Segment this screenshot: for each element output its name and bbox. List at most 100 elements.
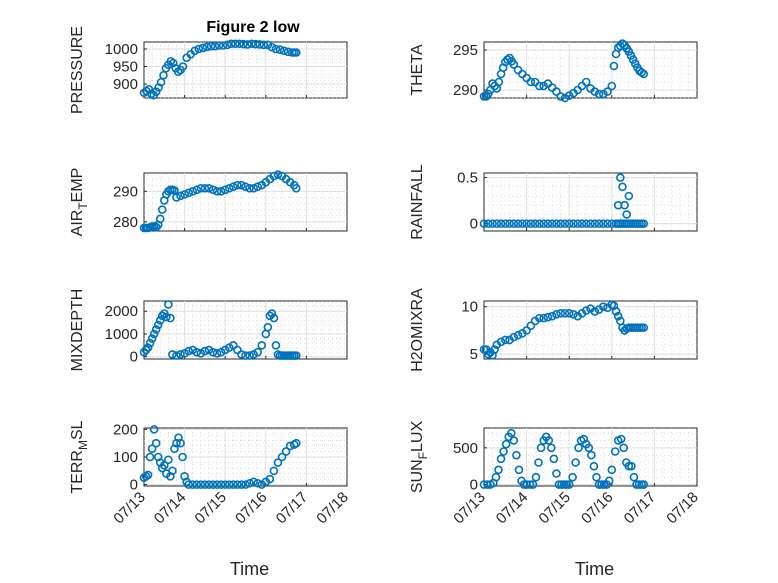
data-point [573,219,583,228]
data-point [492,219,502,228]
data-point [269,171,279,181]
x-tick-label: 07/15 [191,489,230,528]
data-point [180,190,189,199]
data-point [509,436,519,445]
data-point [239,39,248,49]
data-point [509,332,519,342]
data-point [627,461,636,471]
data-point [619,443,629,453]
data-point [259,40,269,50]
data-point [281,447,291,456]
y-tick-label: 5 [470,346,478,363]
data-point [237,350,246,359]
data-point [490,345,499,354]
data-point [598,302,608,312]
data-point [141,345,151,355]
data-point [577,219,587,228]
y-tick-label: 100 [113,449,138,466]
data-point [581,219,591,228]
data-point [560,93,570,103]
data-point [160,460,169,470]
data-point [499,447,508,456]
data-point [513,330,523,340]
data-point [233,180,242,190]
data-point [208,480,218,489]
y-axis-label: TERRMSL [69,420,90,493]
data-point [616,434,626,444]
data-point [145,452,155,462]
data-point [503,55,512,64]
data-point [192,480,202,489]
data-point [581,77,591,87]
data-point [512,450,521,460]
data-point [634,480,644,489]
data-point [237,480,246,489]
data-point [147,444,157,454]
series-points [479,428,649,489]
y-tick-label: 900 [113,76,138,93]
data-point [587,450,596,460]
data-point [513,219,523,228]
data-point [568,472,577,482]
figure-title: Figure 2 low [206,19,300,36]
data-point [597,480,606,489]
y-tick-label: 500 [453,440,478,457]
data-point [622,210,632,219]
series-points [139,300,301,360]
data-point [603,87,612,96]
data-point [624,191,634,201]
data-point [237,180,246,190]
data-point [200,346,210,356]
y-axis-label: MIXDEPTH [69,289,86,372]
data-point [269,313,279,323]
data-point [637,68,646,77]
data-point [151,222,161,232]
data-point [618,39,627,48]
y-tick-label: 2000 [105,303,138,320]
data-point [283,47,293,57]
data-point [164,300,173,309]
axes-frame [483,300,698,360]
data-point [592,472,601,482]
subplot-theta: 290 295 THETA [409,39,698,103]
data-point [247,39,256,49]
data-point [224,480,234,489]
axes-frame [483,41,698,99]
data-point [618,182,627,192]
data-point [208,185,218,195]
data-point [518,219,527,228]
data-point [560,219,570,228]
data-point [271,44,281,54]
data-point [291,48,301,57]
data-point [505,219,514,228]
x-tick-label: 07/14 [151,489,190,528]
data-point [481,92,491,101]
data-point [603,219,612,228]
data-point [212,349,222,358]
x-tick-label: 07/17 [621,489,660,528]
x-tick-label: 07/17 [273,489,312,528]
data-point [144,84,154,94]
data-point [590,87,600,96]
data-point [253,347,262,357]
data-point [574,443,583,453]
data-point [176,191,185,201]
data-point [204,480,214,489]
data-point [166,313,175,323]
y-tick-label: 1000 [105,41,138,58]
data-point [535,81,544,91]
data-point [255,40,265,49]
data-point [206,41,216,51]
data-point [212,187,222,196]
data-point [564,91,574,100]
data-point [559,480,569,489]
y-tick-label: 950 [113,59,138,76]
data-point [514,465,524,475]
data-point [531,472,541,482]
data-point [594,89,604,99]
y-axis-label: AIRTEMP [69,168,90,237]
axes-frame [483,172,698,232]
data-point [151,438,161,448]
data-point [162,312,171,322]
